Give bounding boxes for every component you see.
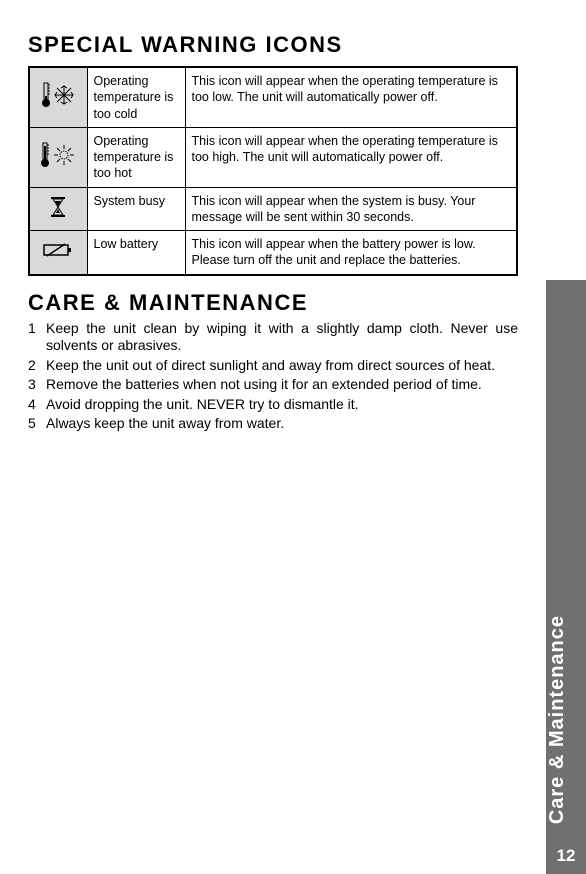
heading-care-maintenance: CARE & MAINTENANCE	[28, 290, 518, 316]
care-list: Keep the unit clean by wiping it with a …	[28, 320, 518, 433]
desc-cold: This icon will appear when the operating…	[185, 67, 517, 127]
icon-cell-hot	[29, 127, 87, 187]
heading-special-warning: SPECIAL WARNING ICONS	[28, 32, 518, 58]
snowflake-icon	[53, 84, 75, 106]
low-battery-icon	[43, 242, 73, 258]
table-row: Low battery This icon will appear when t…	[29, 231, 517, 275]
desc-battery: This icon will appear when the battery p…	[185, 231, 517, 275]
label-battery: Low battery	[87, 231, 185, 275]
list-item: Avoid dropping the unit. NEVER try to di…	[28, 396, 518, 414]
list-item: Keep the unit clean by wiping it with a …	[28, 320, 518, 355]
thermometer-cold-icon	[41, 82, 51, 108]
desc-hot: This icon will appear when the operating…	[185, 127, 517, 187]
list-item: Remove the batteries when not using it f…	[28, 376, 518, 394]
label-cold: Operating temperature is too cold	[87, 67, 185, 127]
icon-cell-cold	[29, 67, 87, 127]
icon-cell-battery	[29, 231, 87, 275]
label-hot: Operating temperature is too hot	[87, 127, 185, 187]
label-busy: System busy	[87, 187, 185, 231]
table-row: Operating temperature is too cold This i…	[29, 67, 517, 127]
warning-icons-table: Operating temperature is too cold This i…	[28, 66, 518, 276]
tab-label: Care & Maintenance	[546, 609, 586, 830]
sun-icon	[52, 143, 76, 167]
desc-busy: This icon will appear when the system is…	[185, 187, 517, 231]
page-number: 12	[546, 846, 586, 866]
thermometer-hot-icon	[40, 142, 50, 168]
side-tab: Care & Maintenance 12	[546, 0, 586, 874]
hourglass-icon	[49, 196, 67, 218]
table-row: System busy This icon will appear when t…	[29, 187, 517, 231]
icon-cell-busy	[29, 187, 87, 231]
list-item: Always keep the unit away from water.	[28, 415, 518, 433]
list-item: Keep the unit out of direct sunlight and…	[28, 357, 518, 375]
table-row: Operating temperature is too hot This ic…	[29, 127, 517, 187]
